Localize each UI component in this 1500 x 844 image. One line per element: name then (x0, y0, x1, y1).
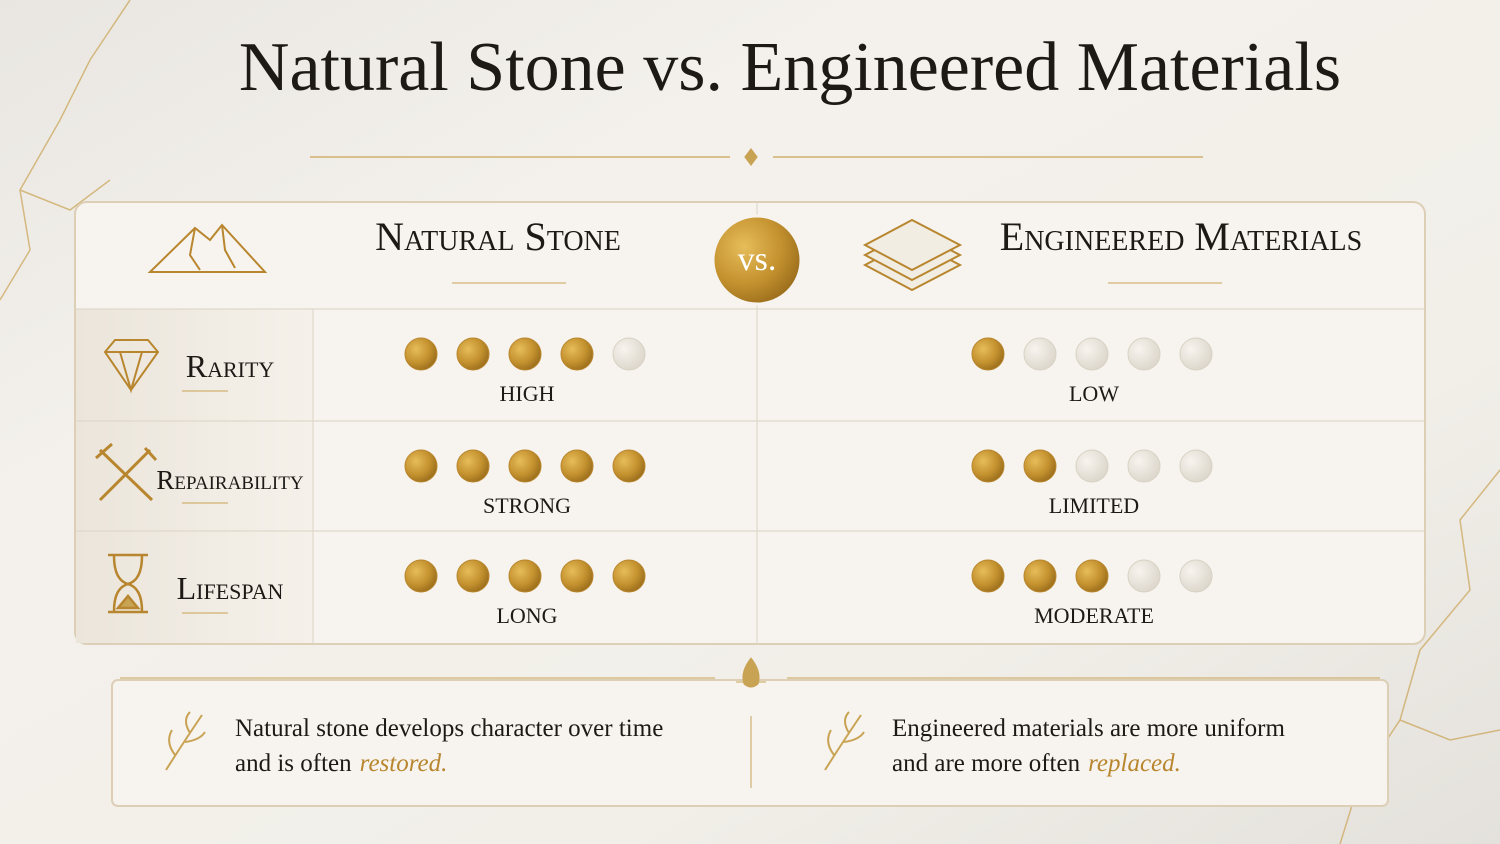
tools-icon (95, 442, 158, 502)
notes-box (111, 679, 1389, 807)
note-text: and are more often replaced. (892, 750, 1181, 777)
rating-label: LIMITED (1049, 493, 1139, 518)
rating-dot-filled (456, 559, 490, 593)
note-emphasis: restored. (360, 750, 448, 777)
rating-dot-filled (560, 337, 594, 371)
rating-label: MODERATE (1034, 603, 1154, 628)
row-label: Lifespan (177, 570, 284, 606)
rating-dot-filled (971, 337, 1005, 371)
label-column (76, 309, 313, 643)
note-emphasis: replaced. (1088, 750, 1181, 777)
rating-dot-empty (1127, 449, 1161, 483)
note-line: and are more often (892, 750, 1081, 777)
note-text: Natural stone develops character over ti… (235, 715, 663, 742)
rating-dot-empty (1075, 449, 1109, 483)
note-line: Natural stone develops character over ti… (235, 715, 663, 742)
note-text: and is often restored. (235, 750, 447, 777)
rating-dot-filled (560, 449, 594, 483)
vs-label: vs. (738, 241, 777, 278)
rating-dot-filled (971, 559, 1005, 593)
rating-dot-filled (508, 559, 542, 593)
column-header: Natural Stone (375, 214, 621, 259)
rating-dot-empty (612, 337, 646, 371)
rating-label: STRONG (483, 493, 571, 518)
notes-decor (120, 657, 1380, 788)
rating-dot-filled (404, 337, 438, 371)
note-text: Engineered materials are more uniform (892, 715, 1285, 742)
rating-dot-filled (971, 449, 1005, 483)
rating-dot-empty (1179, 449, 1213, 483)
rating-dot-filled (508, 337, 542, 371)
mountain-icon (147, 223, 268, 273)
rating-dot-filled (1075, 559, 1109, 593)
rating-dot-empty (1075, 337, 1109, 371)
rating-dot-filled (508, 449, 542, 483)
hourglass-icon (108, 553, 148, 614)
rating-label: LONG (496, 603, 557, 628)
vs-badge (711, 214, 803, 306)
rating-dot-empty (1023, 337, 1057, 371)
rating-dot-filled (1023, 449, 1057, 483)
rating-dot-empty (1179, 337, 1213, 371)
rating-dot-filled (456, 449, 490, 483)
note-line: and is often (235, 750, 352, 777)
rating-dot-filled (1023, 559, 1057, 593)
rating-dot-empty (1179, 559, 1213, 593)
row-label: Repairability (156, 465, 303, 495)
layers-icon (862, 218, 963, 292)
column-header: Engineered Materials (1000, 214, 1362, 259)
rating-label: HIGH (500, 381, 555, 406)
title-divider (310, 148, 1203, 166)
rating-dot-empty (1127, 337, 1161, 371)
diamond-icon (103, 339, 160, 394)
comparison-card (74, 201, 1426, 645)
rating-dot-filled (404, 449, 438, 483)
rating-dot-empty (1127, 559, 1161, 593)
table-lines (75, 202, 1425, 644)
rating-dot-filled (456, 337, 490, 371)
row-label: Rarity (186, 348, 275, 384)
rating-dot-filled (612, 449, 646, 483)
rating-dot-filled (612, 559, 646, 593)
note-line: Engineered materials are more uniform (892, 715, 1285, 742)
title: Natural Stone vs. Engineered Materials (239, 29, 1341, 106)
rating-dot-filled (404, 559, 438, 593)
rating-label: LOW (1069, 381, 1119, 406)
rating-dot-filled (560, 559, 594, 593)
leaf-icons (165, 711, 865, 771)
